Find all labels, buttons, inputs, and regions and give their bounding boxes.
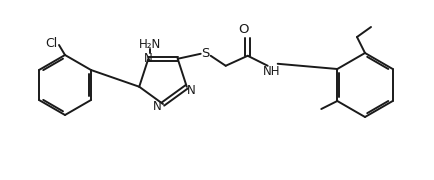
- Text: N: N: [186, 84, 195, 97]
- Text: Cl: Cl: [45, 37, 57, 50]
- Text: S: S: [201, 47, 210, 60]
- Text: N: N: [144, 52, 153, 65]
- Text: H₂N: H₂N: [139, 38, 161, 51]
- Text: O: O: [238, 23, 249, 36]
- Text: N: N: [153, 100, 161, 112]
- Text: NH: NH: [263, 65, 280, 78]
